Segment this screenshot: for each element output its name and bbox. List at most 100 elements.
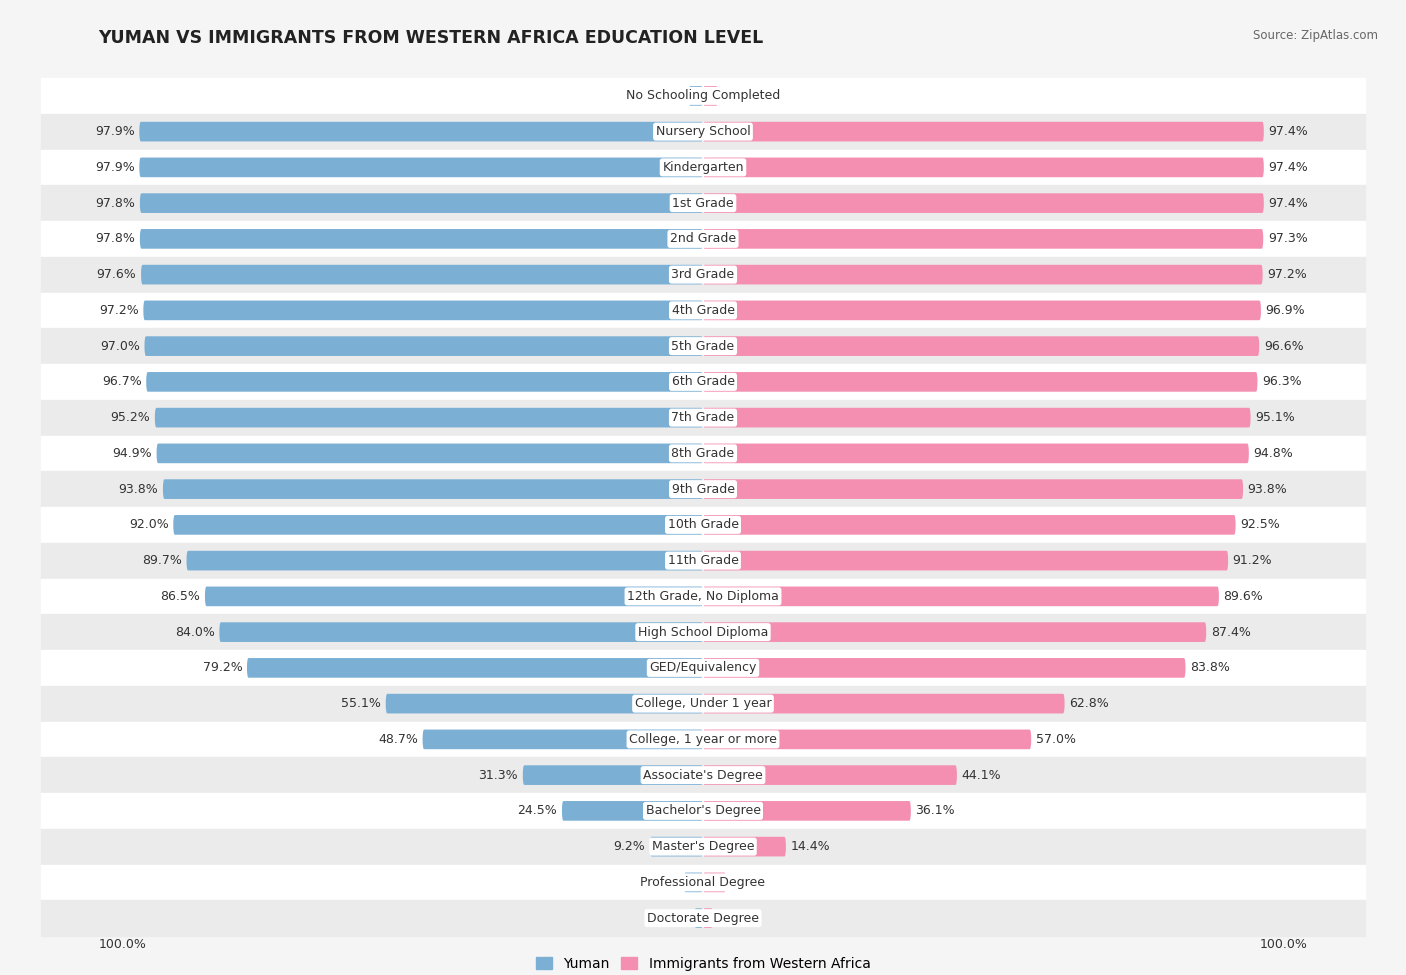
Text: 2.6%: 2.6% [723,90,755,102]
FancyBboxPatch shape [562,801,703,821]
Text: 92.0%: 92.0% [129,519,169,531]
Text: 97.2%: 97.2% [1267,268,1308,281]
Text: 10th Grade: 10th Grade [668,519,738,531]
Bar [41,578,1365,614]
Bar [41,292,1365,329]
Text: 94.9%: 94.9% [112,447,152,460]
Bar [41,78,1365,114]
Bar [41,543,1365,578]
Text: 12th Grade, No Diploma: 12th Grade, No Diploma [627,590,779,603]
Text: 14.4%: 14.4% [790,840,830,853]
Text: 97.0%: 97.0% [100,339,139,353]
Text: 3.3%: 3.3% [648,876,679,889]
FancyBboxPatch shape [385,694,703,714]
Text: 97.4%: 97.4% [1268,197,1308,210]
FancyBboxPatch shape [247,658,703,678]
Bar [41,507,1365,543]
Text: 55.1%: 55.1% [342,697,381,710]
Legend: Yuman, Immigrants from Western Africa: Yuman, Immigrants from Western Africa [530,952,876,975]
Text: 4.0%: 4.0% [731,876,762,889]
Bar [41,829,1365,865]
Text: 79.2%: 79.2% [202,661,242,675]
Text: Source: ZipAtlas.com: Source: ZipAtlas.com [1253,29,1378,42]
Text: 2.5%: 2.5% [652,90,683,102]
Bar [41,650,1365,685]
FancyBboxPatch shape [650,837,703,856]
Bar [41,614,1365,650]
FancyBboxPatch shape [703,444,1249,463]
Text: 97.6%: 97.6% [97,268,136,281]
FancyBboxPatch shape [703,551,1227,570]
Text: 96.9%: 96.9% [1265,304,1305,317]
FancyBboxPatch shape [703,622,1206,642]
FancyBboxPatch shape [703,801,911,821]
Text: 100.0%: 100.0% [98,938,146,951]
Text: 24.5%: 24.5% [517,804,557,817]
Text: 97.8%: 97.8% [96,232,135,246]
FancyBboxPatch shape [703,480,1243,499]
Text: Master's Degree: Master's Degree [652,840,754,853]
FancyBboxPatch shape [703,336,1260,356]
Text: 100.0%: 100.0% [1260,938,1308,951]
Text: Nursery School: Nursery School [655,125,751,138]
Text: No Schooling Completed: No Schooling Completed [626,90,780,102]
Text: 91.2%: 91.2% [1233,554,1272,567]
Text: 48.7%: 48.7% [378,733,418,746]
Text: 62.8%: 62.8% [1069,697,1109,710]
FancyBboxPatch shape [689,86,703,105]
Text: Kindergarten: Kindergarten [662,161,744,174]
FancyBboxPatch shape [219,622,703,642]
Bar [41,722,1365,758]
Text: 1.5%: 1.5% [658,912,690,924]
Text: 97.8%: 97.8% [96,197,135,210]
FancyBboxPatch shape [703,86,718,105]
FancyBboxPatch shape [703,265,1263,285]
Text: 97.4%: 97.4% [1268,125,1308,138]
Bar [41,865,1365,900]
Text: 36.1%: 36.1% [915,804,955,817]
FancyBboxPatch shape [143,300,703,320]
FancyBboxPatch shape [703,873,725,892]
Text: 87.4%: 87.4% [1211,626,1251,639]
FancyBboxPatch shape [703,658,1185,678]
Text: 1st Grade: 1st Grade [672,197,734,210]
Text: 93.8%: 93.8% [118,483,159,495]
Text: GED/Equivalency: GED/Equivalency [650,661,756,675]
Text: 9th Grade: 9th Grade [672,483,734,495]
Text: 97.2%: 97.2% [98,304,139,317]
Text: 97.9%: 97.9% [96,125,135,138]
FancyBboxPatch shape [139,193,703,213]
FancyBboxPatch shape [205,587,703,606]
FancyBboxPatch shape [155,408,703,427]
Bar [41,900,1365,936]
FancyBboxPatch shape [187,551,703,570]
FancyBboxPatch shape [145,336,703,356]
Bar [41,185,1365,221]
Text: 97.3%: 97.3% [1268,232,1308,246]
FancyBboxPatch shape [703,587,1219,606]
Bar [41,221,1365,256]
Text: 96.6%: 96.6% [1264,339,1303,353]
FancyBboxPatch shape [173,515,703,534]
Text: 96.3%: 96.3% [1263,375,1302,388]
FancyBboxPatch shape [703,408,1250,427]
Text: Bachelor's Degree: Bachelor's Degree [645,804,761,817]
Bar [41,471,1365,507]
Bar [41,400,1365,436]
FancyBboxPatch shape [703,765,957,785]
FancyBboxPatch shape [139,229,703,249]
Text: 89.7%: 89.7% [142,554,181,567]
FancyBboxPatch shape [703,909,713,928]
Text: Associate's Degree: Associate's Degree [643,768,763,782]
FancyBboxPatch shape [703,837,786,856]
FancyBboxPatch shape [703,372,1257,392]
Text: 4th Grade: 4th Grade [672,304,734,317]
Text: 97.9%: 97.9% [96,161,135,174]
Bar [41,149,1365,185]
Bar [41,364,1365,400]
FancyBboxPatch shape [423,729,703,749]
Text: 84.0%: 84.0% [174,626,215,639]
Text: 57.0%: 57.0% [1036,733,1076,746]
Bar [41,114,1365,149]
Text: College, 1 year or more: College, 1 year or more [628,733,778,746]
